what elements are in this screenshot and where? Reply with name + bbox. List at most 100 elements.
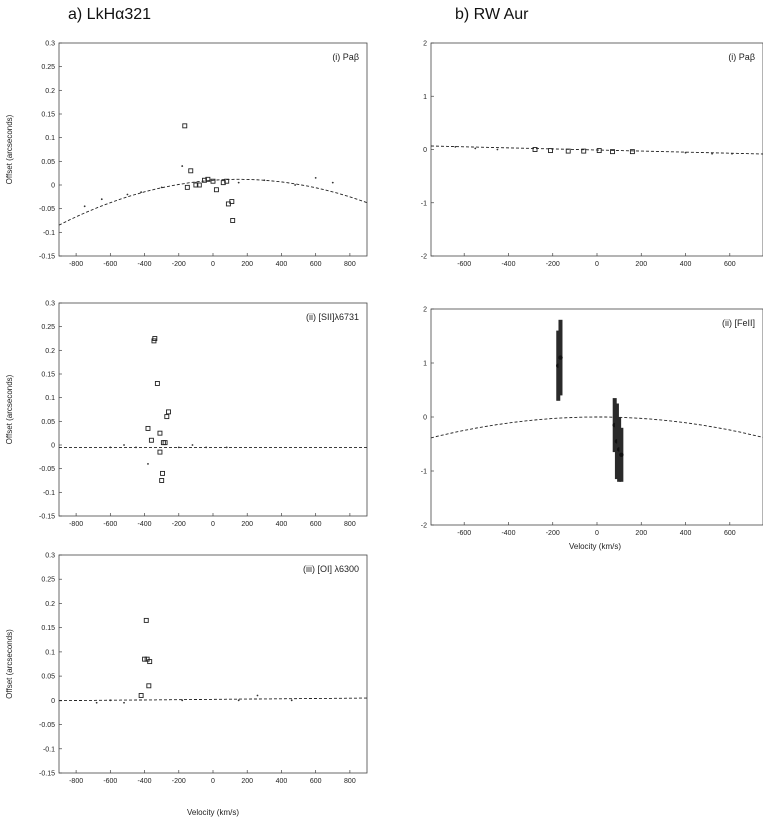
- x-tick-label: 600: [724, 261, 736, 268]
- data-point-square: [145, 425, 151, 431]
- y-tick-label: -0.05: [39, 466, 55, 473]
- chart-panel-a-ii: -800 -600 -400 -200 0 200 400 600 800 -0.15 -0.1 -0…: [5, 301, 368, 528]
- data-point-square: [201, 177, 207, 183]
- x-tick-label: -400: [501, 261, 515, 268]
- y-tick-label: 0.3: [45, 41, 55, 48]
- data-point-square: [143, 617, 149, 623]
- data-point-square: [154, 381, 160, 386]
- bottom-x-axis-label: Velocity (km/s): [187, 808, 239, 817]
- x-tick-label: 600: [310, 778, 322, 785]
- y-tick-label: 2: [423, 41, 427, 48]
- data-point-square: [157, 449, 163, 455]
- chart-panel-b-ii: -600 -400 -200 0 200 400 600 -2 -1 0 1 2 (ii) [FeII]: [421, 307, 763, 537]
- x-tick-label: -200: [172, 261, 186, 268]
- data-point-dot: [147, 463, 149, 465]
- x-tick-label: 0: [595, 530, 599, 537]
- y-tick-label: -0.15: [39, 514, 55, 521]
- chart-panel-b-i: -600 -400 -200 0 200 400 600 -2 -1 0 1 2 (i) Paβ: [421, 41, 763, 268]
- plot-frame: [58, 554, 368, 774]
- y-tick-label: 0: [51, 183, 55, 190]
- y-tick-label: -0.05: [39, 722, 55, 729]
- data-point-dot: [160, 186, 163, 189]
- x-tick-label: -600: [103, 261, 117, 268]
- data-point-dot: [135, 446, 137, 449]
- x-tick-label: 200: [635, 261, 647, 268]
- x-tick-label: 400: [276, 261, 288, 268]
- y-tick-label: 1: [423, 94, 427, 101]
- data-point-dot: [711, 152, 713, 155]
- data-point-square: [196, 182, 202, 188]
- y-tick-label: 1: [423, 361, 427, 368]
- x-tick-label: -600: [103, 778, 117, 785]
- y-tick-label: 0: [423, 415, 427, 422]
- data-point-square: [162, 440, 168, 446]
- y-axis-label: Offset (arcseconds): [5, 629, 14, 699]
- x-tick-label: 0: [211, 261, 215, 268]
- data-point-square: [224, 178, 230, 184]
- y-tick-label: 0.15: [41, 625, 55, 632]
- x-tick-label: 200: [241, 521, 253, 528]
- data-point-square: [188, 168, 194, 174]
- data-point-square: [205, 176, 211, 182]
- x-tick-label: -800: [69, 261, 83, 268]
- y-tick-label: 0.25: [41, 577, 55, 584]
- x-tick-label: 0: [595, 261, 599, 268]
- data-point-square: [184, 184, 190, 190]
- data-point-dot: [181, 699, 184, 702]
- data-point-dot: [123, 444, 125, 446]
- x-tick-label: 600: [310, 261, 322, 268]
- y-tick-label: -1: [421, 469, 427, 476]
- data-point-dot: [109, 446, 112, 449]
- data-point-dot: [205, 446, 208, 449]
- data-point-dot: [181, 165, 184, 167]
- data-point-dot: [126, 193, 129, 196]
- data-point-dot: [331, 181, 334, 184]
- x-tick-label: 400: [680, 530, 692, 537]
- data-point-dot: [177, 446, 180, 449]
- y-tick-label: -1: [421, 200, 427, 207]
- x-tick-label: -200: [546, 530, 560, 537]
- data-point-dot: [263, 179, 266, 182]
- y-tick-label: -2: [421, 523, 427, 530]
- data-point-square: [146, 683, 152, 689]
- y-tick-label: -0.1: [43, 490, 55, 497]
- x-tick-label: 200: [635, 530, 647, 537]
- y-tick-label: 0.05: [41, 419, 55, 426]
- data-point-dot: [100, 198, 103, 201]
- data-point-square: [532, 147, 538, 152]
- data-point-square: [629, 149, 635, 155]
- x-tick-label: 600: [310, 521, 322, 528]
- data-point-square: [610, 149, 615, 155]
- x-tick-label: -200: [546, 261, 560, 268]
- data-point-dot: [496, 148, 499, 151]
- data-point-square: [581, 148, 587, 154]
- y-tick-label: -0.15: [39, 771, 55, 778]
- data-point-dot: [474, 147, 477, 150]
- data-point-square: [147, 659, 153, 665]
- x-tick-label: 800: [344, 521, 356, 528]
- data-point-square: [159, 478, 165, 483]
- y-tick-label: 2: [423, 307, 427, 314]
- data-point-dot: [454, 145, 457, 148]
- data-point-square: [152, 336, 158, 341]
- x-tick-label: 0: [211, 521, 215, 528]
- data-point-square: [148, 437, 154, 443]
- chart-panels: -800 -600 -400 -200 0 200 400 600 800-0.15-0.1-0…: [5, 41, 763, 785]
- data-point-square: [230, 218, 236, 223]
- y-tick-label: 0.05: [41, 674, 55, 681]
- panel-label: (ii) [SII]λ6731: [306, 312, 359, 322]
- x-tick-label: -400: [138, 261, 152, 268]
- data-point-square: [210, 178, 216, 184]
- x-tick-label: 800: [344, 261, 356, 268]
- y-tick-label: -0.05: [39, 206, 55, 213]
- chart-panel-a-iii: -800 -600 -400 -200 0 200 400 600 800 -0.15 -0.1 -0…: [5, 553, 368, 785]
- data-point-dot: [109, 699, 112, 702]
- data-point-dot: [314, 177, 317, 179]
- y-tick-label: 0.15: [41, 372, 55, 379]
- data-point-square: [160, 470, 165, 476]
- fit-curve: [430, 416, 763, 439]
- data-point-dot: [237, 699, 240, 702]
- data-point-square: [142, 656, 148, 662]
- x-tick-label: -600: [103, 521, 117, 528]
